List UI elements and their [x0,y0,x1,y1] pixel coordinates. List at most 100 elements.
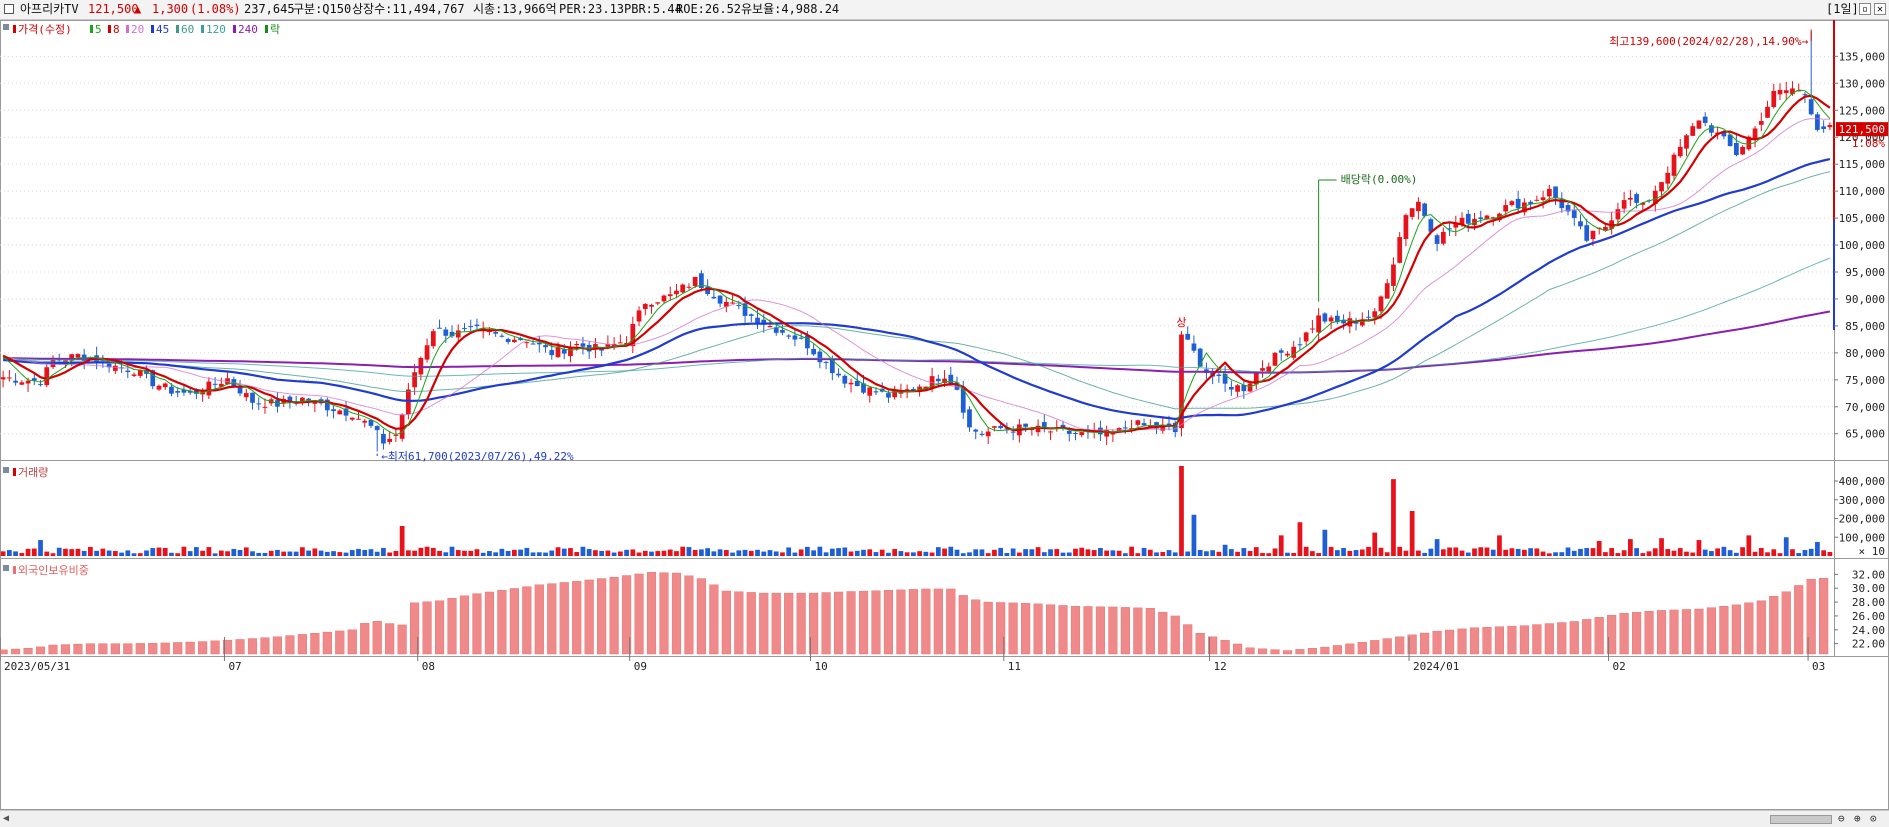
stock-chart[interactable]: 135,000130,000125,000120,000115,000110,0… [0,20,1889,810]
foreign-bar [1220,639,1230,655]
foreign-bar [634,573,644,655]
foreign-bar [1170,615,1180,655]
volume-bar [1422,552,1427,556]
period-selector[interactable]: [1일] [1826,2,1859,16]
volume-bar [1740,547,1745,556]
scroll-thumb[interactable] [1770,815,1832,824]
close-icon[interactable]: ✕ [1874,3,1886,15]
foreign-bar [484,591,494,655]
candle-body [1135,420,1141,425]
volume-bar [1310,551,1315,556]
volume-bar [1478,547,1484,556]
scroll-left-icon[interactable]: ◀ [3,813,10,824]
candle-body [1378,296,1384,312]
volume-bar [892,549,898,556]
candle-body [705,286,711,295]
volume-bar [798,549,804,556]
candle-body [393,434,399,436]
volume-bar [25,548,31,556]
candle-body [1434,235,1440,244]
volume-bar [63,548,68,556]
candle-body [568,348,573,357]
candle-body [412,372,417,388]
foreign-bar [110,643,120,655]
price-panel[interactable]: 135,000130,000125,000120,000115,000110,0… [0,23,1885,452]
candle-body [250,392,255,403]
volume-bar [817,546,823,556]
candle-body [349,417,355,420]
candle-body [1740,146,1745,155]
volume-panel[interactable]: 거래량 400,000 300,000 200,000 100,000× 10 [0,466,1885,558]
volume-bar [911,552,916,556]
volume-bar [823,552,829,556]
volume-bar [331,551,336,556]
volume-bar [1522,549,1527,556]
zoom-reset-icon[interactable]: ⊙ [1870,812,1877,825]
price-change: 1,300 [152,2,189,16]
volume-bar [730,552,735,556]
price-tick-label: 70,000 [1845,401,1885,414]
volume-bar [1085,549,1091,556]
volume-bar [1004,552,1010,556]
foreign-bar [1469,627,1480,655]
volume-bar [275,549,280,556]
horizontal-scrollbar[interactable]: ◀ ⊖ ⊕ ⊙ [0,810,1889,827]
candle-body [543,345,548,348]
foreign-bar [958,595,968,655]
volume-bar [169,552,174,556]
volume-bar [374,551,380,556]
zoom-in-icon[interactable]: ⊕ [1854,812,1861,825]
volume-bar [1210,550,1216,556]
candle-body [243,393,249,398]
volume-legend-label: 거래량 [18,466,48,479]
volume-bar [1179,466,1184,556]
legend-swatch [265,25,268,33]
candle-body [792,335,798,340]
volume-bar [1341,548,1346,556]
candle-body [555,346,561,358]
candle-body [692,276,698,287]
candle-body [811,348,816,355]
volume-bar [1366,546,1371,556]
foreign-bar [1045,604,1056,655]
candle-body [218,383,224,387]
foreign-bar [98,643,108,655]
candle-body [1416,201,1421,212]
legend-swatch [13,25,16,33]
volume-bar [624,549,629,556]
volume-bar [680,546,686,556]
candle-body [1453,222,1459,228]
candle-body [1253,373,1259,385]
foreign-bar [185,641,195,655]
foreign-bar [946,588,956,655]
volume-bar [1054,549,1060,556]
candle-body [1459,217,1465,225]
foreign-bar [1345,643,1355,655]
volume-bar [487,551,492,556]
foreign-bar [547,583,557,655]
foreign-bar [1245,647,1255,655]
zoom-out-icon[interactable]: ⊖ [1838,812,1845,825]
checkbox-icon[interactable] [4,4,14,14]
per-value: PER:23.13 [559,2,625,16]
volume-bar [879,549,885,556]
maximize-icon[interactable]: ▫ [1859,3,1871,15]
volume-bar [536,552,542,556]
ma-line-5 [2,89,1831,436]
volume-bar [524,547,530,556]
foreign-bar [622,575,632,655]
candle-body [137,369,143,376]
candle-body [256,403,262,405]
candle-body [1634,194,1639,203]
volume-bar [1048,549,1053,556]
volume-bar [1815,541,1820,556]
volume-bar [1796,553,1802,556]
candle-body [169,386,174,394]
candle-body [1422,203,1427,217]
volume-bar [842,547,848,556]
volume-bar [1490,549,1496,556]
volume-bar [1640,553,1646,556]
stock-name[interactable]: 아프리카TV [20,2,79,16]
volume-bar [848,551,854,556]
